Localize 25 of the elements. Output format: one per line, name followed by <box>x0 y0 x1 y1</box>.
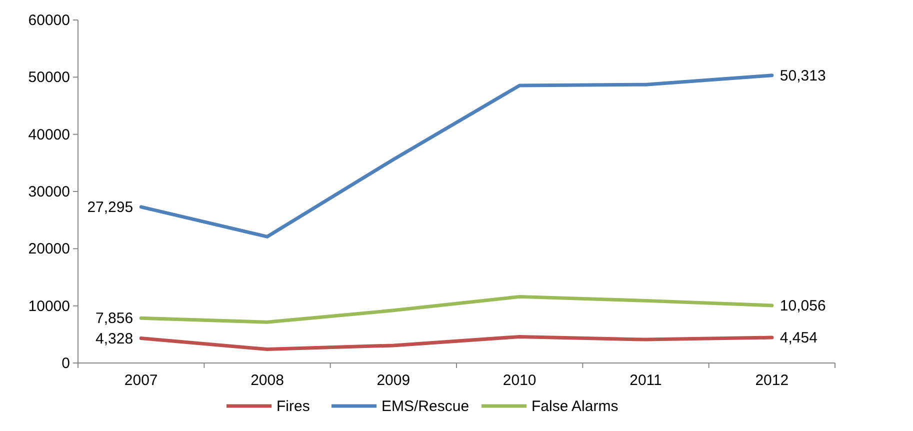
y-tick-label: 30000 <box>28 184 70 200</box>
y-tick-label: 40000 <box>28 126 70 144</box>
line-series <box>139 334 774 352</box>
legend-label: Fires <box>276 398 310 415</box>
x-tick-label: 2008 <box>250 372 284 389</box>
data-label: 4,454 <box>780 330 818 347</box>
data-label: 27,295 <box>87 198 134 216</box>
data-label: 7,856 <box>96 310 134 328</box>
x-tick-label: 2009 <box>376 372 410 389</box>
y-tick-label: 20000 <box>28 240 70 258</box>
x-tick-label: 2010 <box>502 372 536 389</box>
x-tick-label: 2012 <box>755 372 789 389</box>
line-series <box>139 74 774 238</box>
y-tick-label: 50000 <box>28 69 70 86</box>
y-tick-label: 0 <box>62 355 70 372</box>
x-tick-label: 2011 <box>630 372 662 389</box>
y-tick-label: 60000 <box>28 12 70 29</box>
y-tick-label: 10000 <box>28 298 70 315</box>
legend-label: EMS/Rescue <box>382 398 470 415</box>
legend-label: False Alarms <box>532 398 618 415</box>
line-series <box>139 294 774 324</box>
data-label: 4,328 <box>96 330 134 348</box>
x-tick-label: 2007 <box>124 372 158 389</box>
data-label: 50,313 <box>780 67 826 84</box>
data-label: 10,056 <box>780 298 826 315</box>
